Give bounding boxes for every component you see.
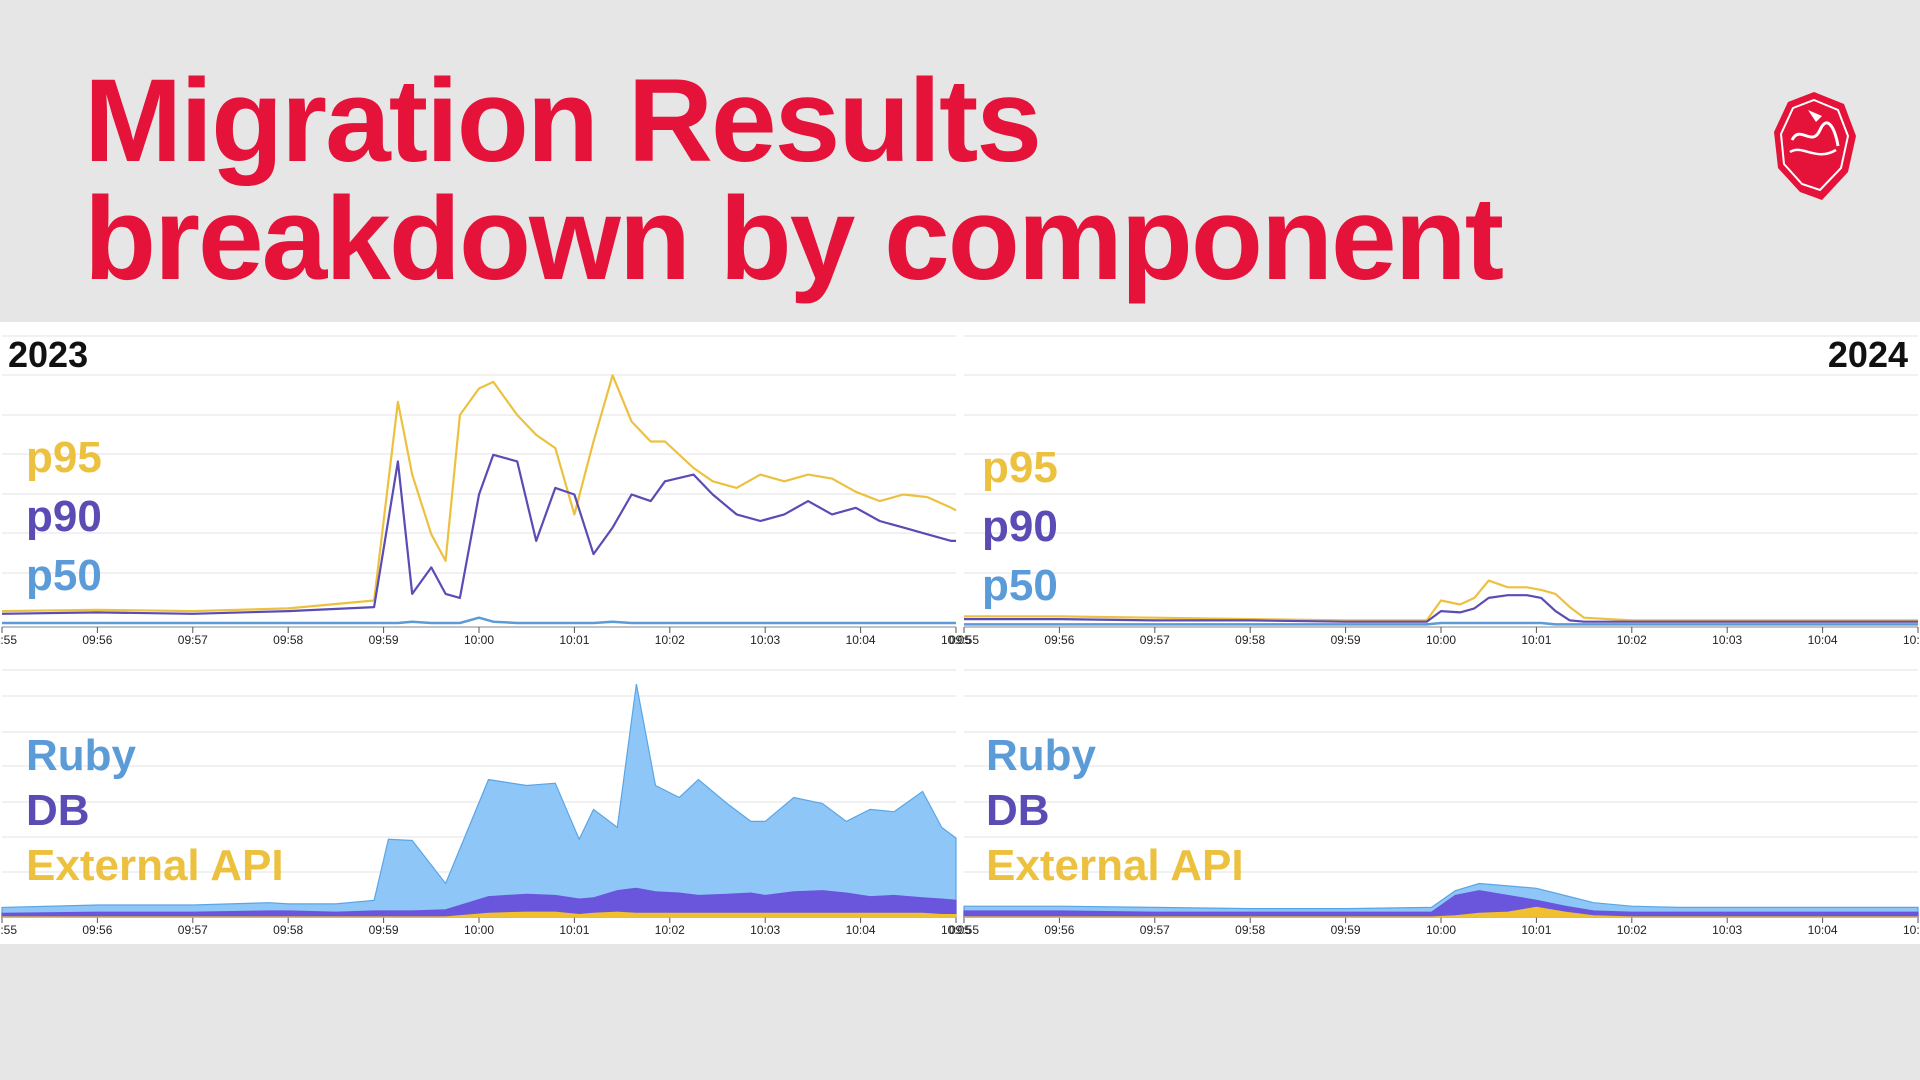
x-tick-label: 10:00 (1426, 923, 1456, 937)
x-tick-label: 09:57 (1140, 923, 1170, 937)
charts-panel: 09:55 09:56 09:57 09:58 09:59 10:00 10:01 10:02… (0, 322, 1920, 944)
series-line-p50 (964, 621, 1918, 626)
x-tick-label: 09:55 (0, 923, 17, 937)
x-tick-label: 10:01 (559, 633, 589, 647)
x-tick-label: 10:01 (1521, 923, 1551, 937)
series-area-external-api (964, 906, 1918, 918)
x-tick-label: 10:05 (941, 923, 971, 937)
x-tick-label: 09:57 (1140, 633, 1170, 647)
series-area-external-api (2, 911, 957, 918)
series-line-p90 (964, 594, 1918, 623)
x-tick-label: 09:56 (1044, 923, 1074, 937)
x-tick-label: 09:58 (1235, 923, 1265, 937)
x-tick-label: 10:05 (1903, 633, 1920, 647)
panel-divider (957, 322, 963, 944)
chart-year-title: 2023 (8, 334, 88, 375)
legend-db: DB (986, 786, 1050, 835)
x-tick-label: 10:00 (464, 923, 494, 937)
slide-title-line-2: breakdown by component (84, 173, 1504, 305)
x-tick-label: 10:02 (1617, 923, 1647, 937)
x-tick-label: 10:04 (1808, 923, 1838, 937)
legend-p50: p50 (982, 561, 1058, 610)
series-area-ruby (963, 882, 1919, 918)
slide-title: Migration Results breakdown by component (84, 55, 1504, 305)
x-tick-label: 09:59 (369, 923, 399, 937)
x-tick-label: 09:56 (82, 633, 112, 647)
chart-latency-2024: 09:55 09:56 09:57 09:58 09:59 10:00 10:01 10:02… (949, 334, 1920, 647)
series-line-p95 (1, 374, 957, 613)
x-tick-label: 10:02 (655, 633, 685, 647)
x-tick-label: 10:05 (941, 633, 971, 647)
x-tick-label: 09:59 (369, 633, 399, 647)
x-tick-label: 10:05 (1903, 923, 1920, 937)
x-tick-label: 10:02 (655, 923, 685, 937)
chart-components-2023: 09:55 09:56 09:57 09:58 09:59 10:00 10:01 10:02… (0, 669, 971, 937)
euruko-logo (1774, 92, 1856, 200)
x-tick-label: 09:55 (949, 923, 979, 937)
x-tick-label: 09:58 (273, 923, 303, 937)
slide-title-line-1: Migration Results (84, 55, 1042, 187)
legend-p95: p95 (26, 433, 102, 482)
x-tick-label: 10:04 (846, 633, 876, 647)
legend-db: DB (26, 786, 90, 835)
x-tick-label: 09:55 (0, 633, 17, 647)
legend-p50: p50 (26, 551, 102, 600)
legend-external-api: External API (26, 841, 284, 890)
x-tick-label: 10:04 (1808, 633, 1838, 647)
chart-components-2024: 09:55 09:56 09:57 09:58 09:59 10:00 10:01 10:02… (949, 669, 1920, 937)
x-tick-label: 10:03 (750, 633, 780, 647)
legend-p95: p95 (982, 443, 1058, 492)
x-tick-label: 10:00 (1426, 633, 1456, 647)
x-tick-label: 10:03 (1712, 633, 1742, 647)
x-tick-label: 09:59 (1331, 633, 1361, 647)
chart-year-title: 2024 (1828, 334, 1908, 375)
x-tick-label: 10:01 (1521, 633, 1551, 647)
series-line-p95 (964, 579, 1918, 622)
series-area-db (963, 890, 1919, 918)
legend-ruby: Ruby (986, 731, 1097, 780)
series-area-db (1, 887, 957, 918)
charts-canvas: 09:55 09:56 09:57 09:58 09:59 10:00 10:01 10:02… (0, 322, 1920, 944)
legend-p90: p90 (982, 502, 1058, 551)
legend-ruby: Ruby (26, 731, 137, 780)
x-tick-label: 09:58 (1235, 633, 1265, 647)
series-area-ruby (1, 683, 957, 918)
x-tick-label: 10:04 (846, 923, 876, 937)
x-tick-label: 09:57 (178, 633, 208, 647)
x-tick-label: 09:56 (82, 923, 112, 937)
legend-p90: p90 (26, 492, 102, 541)
series-line-p50 (2, 616, 956, 625)
x-tick-label: 09:57 (178, 923, 208, 937)
series-line-p90 (1, 453, 956, 615)
x-tick-label: 10:03 (1712, 923, 1742, 937)
x-tick-label: 09:59 (1331, 923, 1361, 937)
x-tick-label: 10:01 (559, 923, 589, 937)
chart-latency-2023: 09:55 09:56 09:57 09:58 09:59 10:00 10:01 10:02… (0, 334, 971, 647)
x-tick-label: 09:55 (949, 633, 979, 647)
x-tick-label: 09:56 (1044, 633, 1074, 647)
x-tick-label: 09:58 (273, 633, 303, 647)
legend-external-api: External API (986, 841, 1244, 890)
x-tick-label: 10:03 (750, 923, 780, 937)
x-tick-label: 10:00 (464, 633, 494, 647)
x-tick-label: 10:02 (1617, 633, 1647, 647)
